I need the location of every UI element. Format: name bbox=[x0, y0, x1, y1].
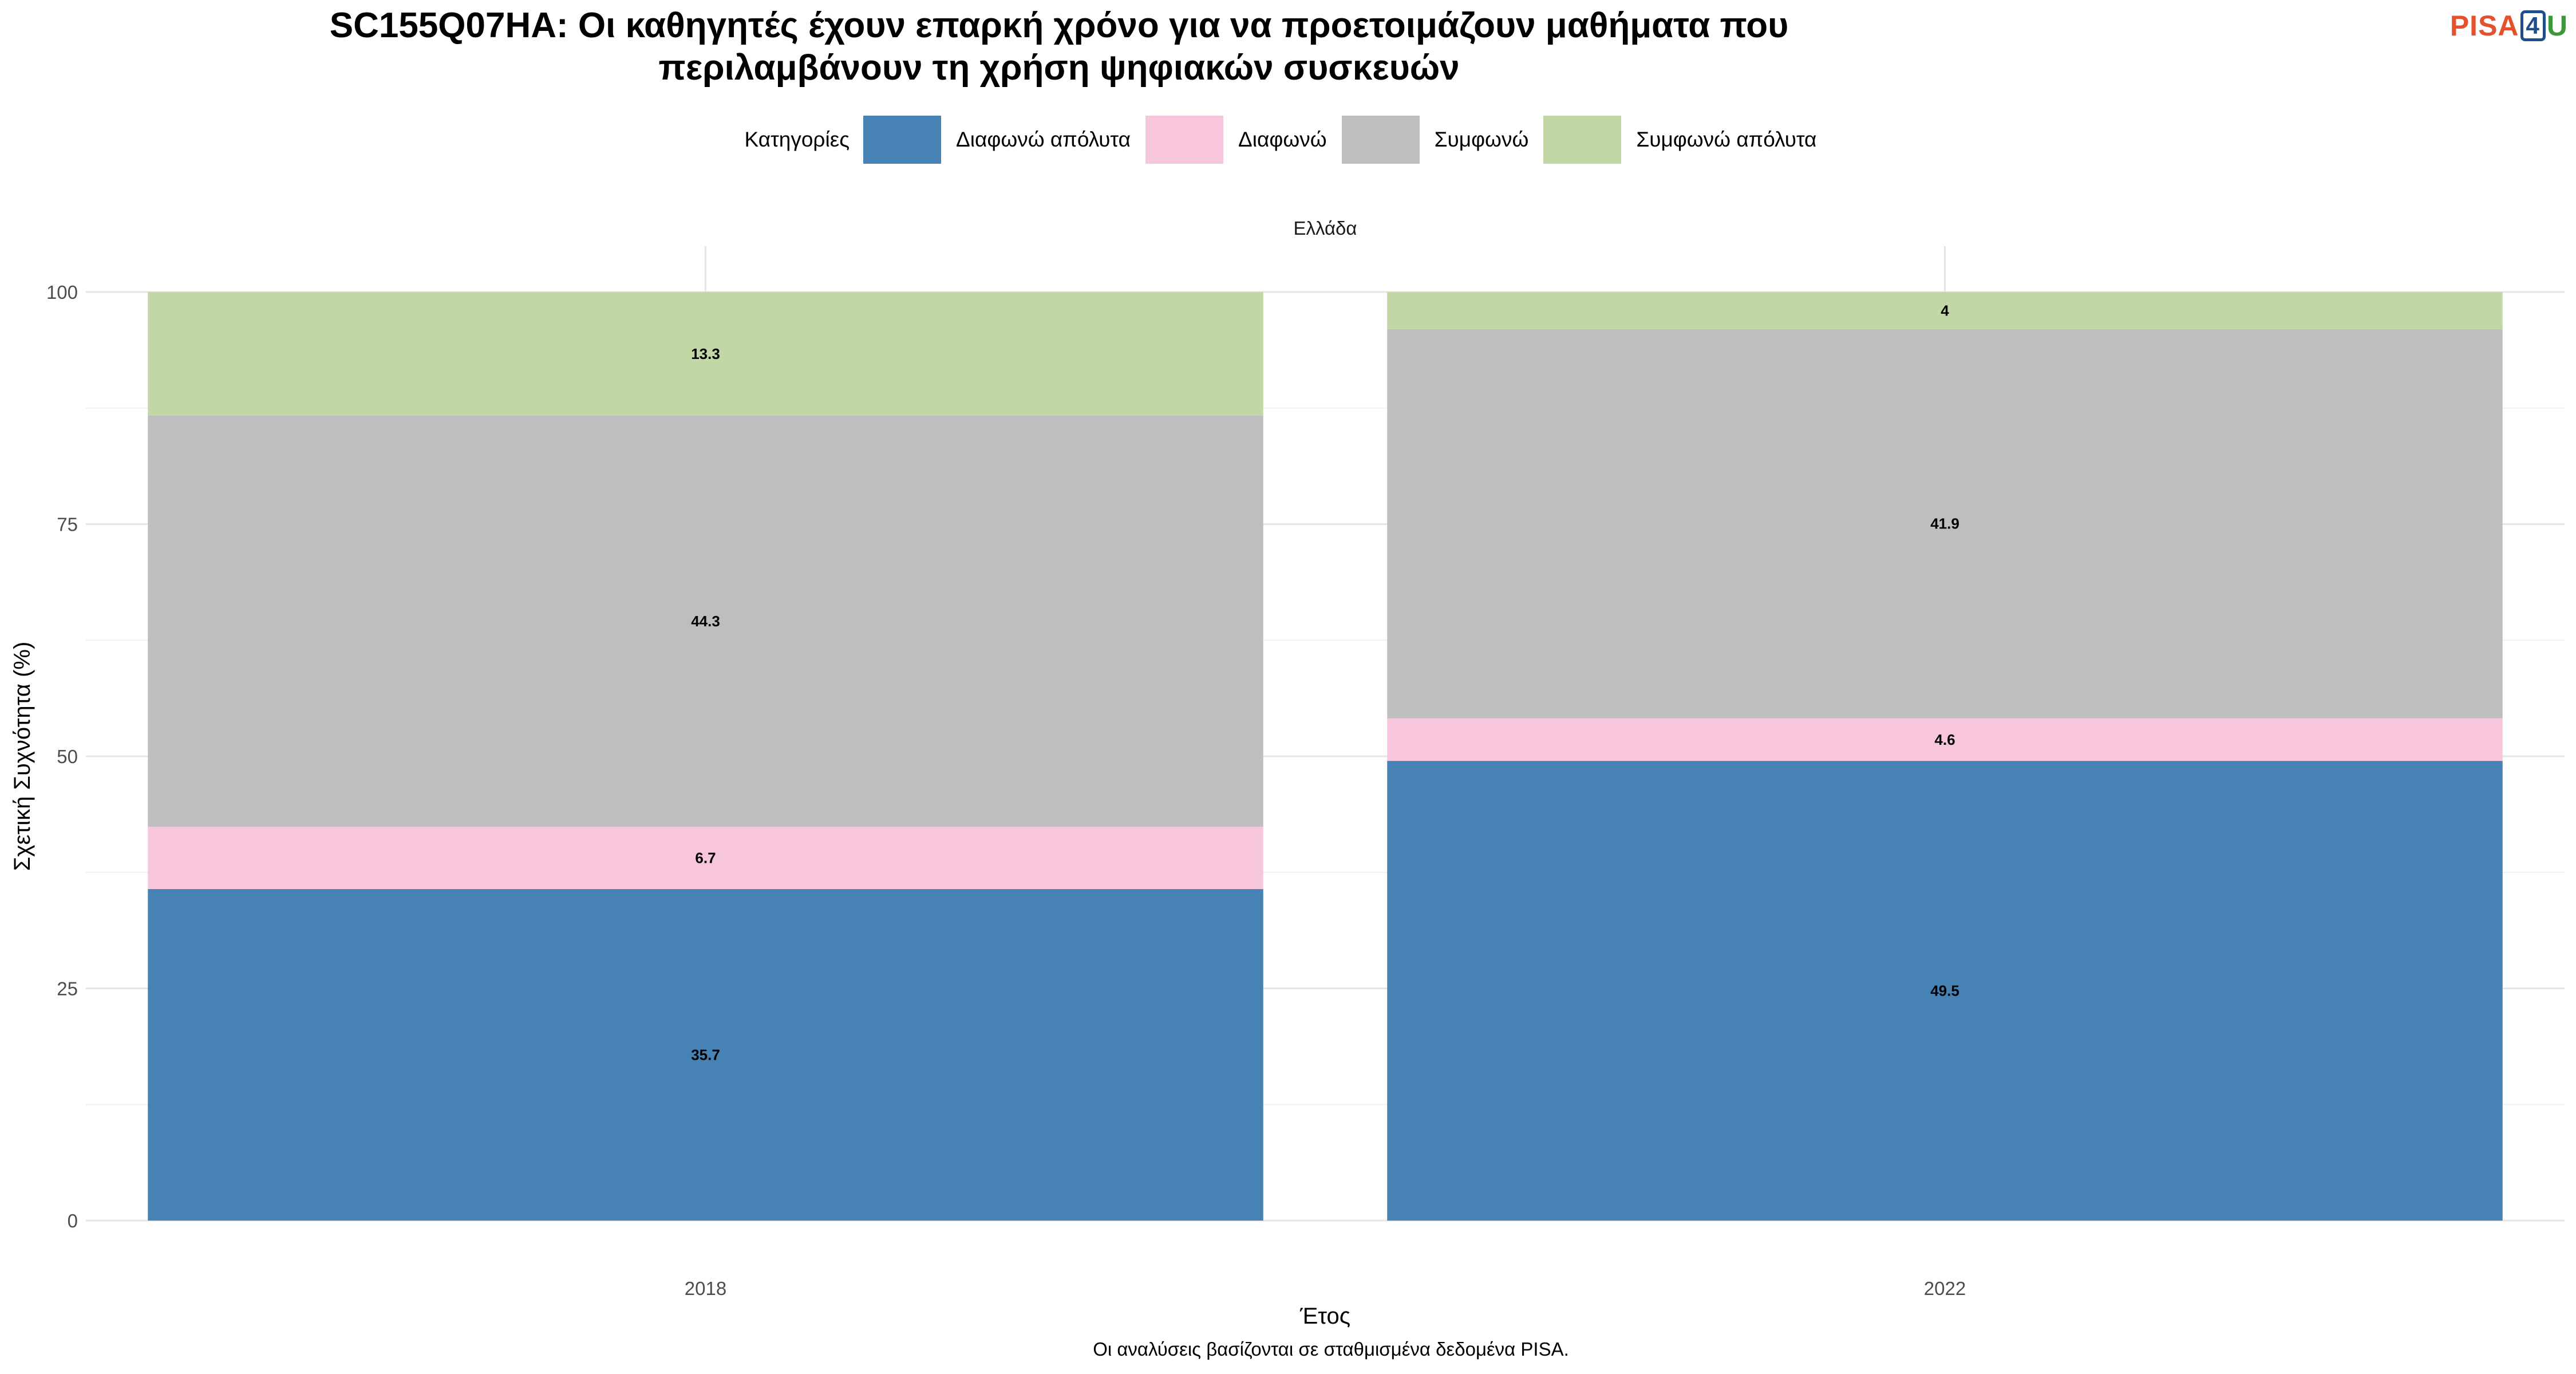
pisa4u-logo: PISA 4 U bbox=[2450, 9, 2568, 42]
data-label-2022-4: 4 bbox=[1941, 302, 1949, 319]
data-label-2018-4: 13.3 bbox=[691, 345, 720, 362]
y-tick-label: 100 bbox=[46, 282, 78, 303]
bar-2018-4 bbox=[148, 292, 1263, 416]
legend-key-3 bbox=[1341, 116, 1420, 164]
x-tick-label: 2018 bbox=[685, 1278, 726, 1299]
caption: Οι αναλύσεις βασίζονται σε σταθμισμένα δ… bbox=[1093, 1339, 1569, 1360]
y-axis-title: Σχετική Συχνότητα (%) bbox=[10, 642, 35, 871]
legend: Κατηγορίες Διαφωνώ απόλυτα Διαφωνώ Συμφωνώ… bbox=[0, 116, 2576, 164]
legend-item-2: Διαφωνώ bbox=[1145, 116, 1327, 164]
y-tick-label: 0 bbox=[68, 1210, 78, 1231]
bar-2022-2 bbox=[1387, 718, 2503, 761]
data-label-2022-2: 4.6 bbox=[1934, 731, 1955, 748]
bar-2022-1 bbox=[1387, 761, 2503, 1221]
bar-2022-3 bbox=[1387, 329, 2503, 718]
legend-key-4 bbox=[1543, 116, 1622, 164]
bar-2022-4 bbox=[1387, 292, 2503, 329]
legend-title: Κατηγορίες bbox=[744, 128, 850, 151]
x-axis-title: Έτος bbox=[1299, 1304, 1350, 1329]
data-label-2018-1: 35.7 bbox=[691, 1046, 720, 1063]
bar-2018-1 bbox=[148, 889, 1263, 1221]
legend-label-1: Διαφωνώ απόλυτα bbox=[956, 128, 1131, 151]
data-label-2022-3: 41.9 bbox=[1930, 515, 1959, 532]
legend-item-1: Διαφωνώ απόλυτα bbox=[863, 116, 1131, 164]
logo-text-4: 4 bbox=[2520, 10, 2546, 41]
legend-item-4: Συμφωνώ απόλυτα bbox=[1543, 116, 1816, 164]
bar-2018-2 bbox=[148, 827, 1263, 889]
chart-title-line-1: SC155Q07HA: Οι καθηγητές έχουν επαρκή χρ… bbox=[329, 6, 1789, 45]
legend-item-3: Συμφωνώ bbox=[1341, 116, 1529, 164]
y-tick-label: 25 bbox=[57, 978, 78, 1000]
data-label-2022-1: 49.5 bbox=[1930, 982, 1959, 1000]
legend-label-2: Διαφωνώ bbox=[1238, 128, 1327, 151]
chart-title-line-2: περιλαμβάνουν τη χρήση ψηφιακών συσκευών bbox=[658, 48, 1460, 88]
y-tick-label: 75 bbox=[57, 514, 78, 535]
logo-text-u: U bbox=[2546, 10, 2568, 42]
legend-label-3: Συμφωνώ bbox=[1434, 128, 1529, 151]
legend-key-2 bbox=[1145, 116, 1224, 164]
legend-label-4: Συμφωνώ απόλυτα bbox=[1636, 128, 1817, 151]
data-label-2018-3: 44.3 bbox=[691, 613, 720, 630]
bar-2018-3 bbox=[148, 415, 1263, 827]
logo-text-pisa: PISA bbox=[2449, 10, 2519, 42]
x-tick-label: 2022 bbox=[1924, 1278, 1966, 1299]
data-label-2018-2: 6.7 bbox=[695, 850, 716, 867]
chart-title: SC155Q07HA: Οι καθηγητές έχουν επαρκή χρ… bbox=[0, 5, 2118, 89]
legend-key-1 bbox=[863, 116, 942, 164]
panel-label: Ελλάδα bbox=[1293, 218, 1357, 239]
y-tick-label: 50 bbox=[57, 746, 78, 767]
